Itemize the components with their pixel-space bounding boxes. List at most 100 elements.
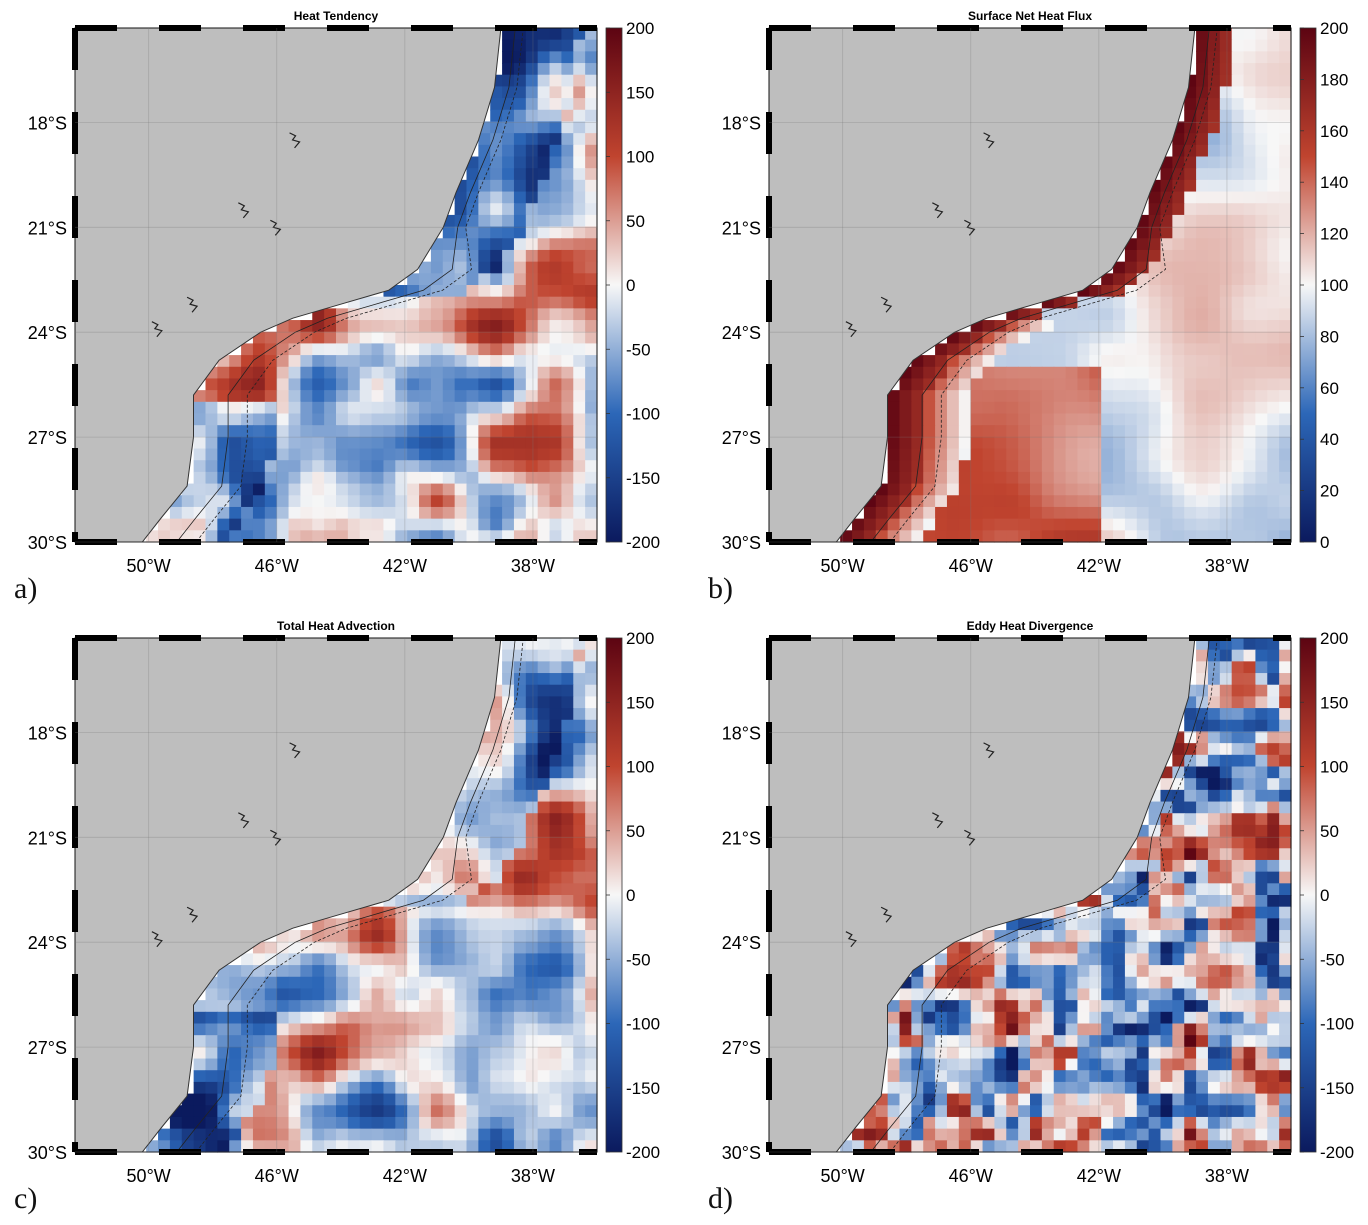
field-cell bbox=[537, 355, 551, 368]
field-cell bbox=[911, 1023, 924, 1036]
field-cell bbox=[359, 1081, 373, 1095]
field-cell bbox=[478, 320, 491, 333]
field-cell bbox=[383, 941, 396, 955]
field-cell bbox=[395, 930, 408, 943]
field-cell bbox=[1207, 436, 1221, 450]
field-cell bbox=[466, 471, 479, 485]
field-cell bbox=[1124, 941, 1138, 955]
field-cell bbox=[312, 976, 325, 990]
field-cell bbox=[1041, 930, 1055, 943]
field-cell bbox=[466, 836, 479, 849]
field-cell bbox=[935, 355, 948, 368]
field-cell bbox=[970, 1000, 984, 1013]
field-cell bbox=[1196, 343, 1209, 356]
field-cell bbox=[466, 214, 479, 228]
field-cell bbox=[958, 460, 972, 473]
field-cell bbox=[585, 895, 598, 908]
field-cell bbox=[1231, 965, 1245, 978]
field-cell bbox=[1041, 460, 1055, 473]
field-cell bbox=[407, 941, 420, 955]
field-cell bbox=[1207, 673, 1221, 686]
frame-tick bbox=[72, 806, 78, 848]
field-cell bbox=[1136, 261, 1150, 274]
field-cell bbox=[1207, 661, 1221, 674]
field-cell bbox=[1172, 518, 1185, 531]
field-cell bbox=[312, 355, 325, 368]
field-cell bbox=[300, 1140, 313, 1153]
field-cell bbox=[1030, 460, 1043, 473]
field-cell bbox=[1148, 801, 1162, 814]
field-cell bbox=[430, 436, 444, 450]
field-cell bbox=[1077, 436, 1090, 450]
field-cell bbox=[561, 871, 574, 884]
field-cell bbox=[549, 1081, 563, 1095]
field-cell bbox=[1243, 530, 1257, 543]
colorbar-tick-label: 60 bbox=[1320, 379, 1339, 398]
field-cell bbox=[1243, 390, 1257, 403]
field-cell bbox=[1006, 1058, 1019, 1071]
field-cell bbox=[1124, 1116, 1138, 1130]
field-cell bbox=[395, 1070, 408, 1083]
field-cell bbox=[525, 191, 539, 204]
field-cell bbox=[324, 1023, 337, 1036]
field-cell bbox=[1196, 109, 1209, 123]
field-cell bbox=[1231, 789, 1245, 803]
field-cell bbox=[1207, 133, 1221, 146]
field-cell bbox=[1065, 460, 1079, 473]
field-cell bbox=[478, 743, 491, 756]
field-cell bbox=[442, 941, 456, 955]
field-cell bbox=[395, 331, 408, 345]
field-cell bbox=[1196, 296, 1209, 309]
field-cell bbox=[1219, 824, 1233, 838]
field-cell bbox=[241, 1070, 254, 1083]
field-cell bbox=[1207, 74, 1221, 88]
field-cell bbox=[407, 1023, 420, 1036]
field-cell bbox=[537, 343, 551, 356]
field-cell bbox=[1077, 906, 1090, 919]
field-cell bbox=[911, 483, 924, 496]
field-cell bbox=[1255, 378, 1268, 391]
field-cell bbox=[1267, 401, 1280, 415]
field-cell bbox=[1243, 273, 1257, 286]
field-cell bbox=[1255, 1140, 1268, 1153]
field-cell bbox=[359, 1128, 373, 1141]
field-cell bbox=[935, 1058, 948, 1071]
field-cell bbox=[1207, 848, 1221, 861]
field-cell bbox=[371, 448, 385, 461]
field-cell bbox=[1243, 28, 1257, 41]
field-cell bbox=[347, 471, 361, 485]
field-cell bbox=[158, 518, 171, 531]
field-cell bbox=[1018, 366, 1031, 380]
field-cell bbox=[1018, 953, 1031, 966]
field-cell bbox=[502, 156, 515, 169]
field-cell bbox=[537, 801, 551, 814]
frame-tick bbox=[243, 25, 285, 31]
field-cell bbox=[585, 425, 598, 438]
field-cell bbox=[585, 249, 598, 263]
field-cell bbox=[1018, 1116, 1031, 1130]
field-cell bbox=[1148, 238, 1162, 251]
field-cell bbox=[1184, 1035, 1197, 1048]
field-cell bbox=[1196, 238, 1209, 251]
field-cell bbox=[300, 425, 313, 438]
field-cell bbox=[1160, 930, 1173, 943]
field-cell bbox=[241, 471, 254, 485]
field-cell bbox=[513, 355, 527, 368]
field-cell bbox=[1172, 390, 1185, 403]
field-cell bbox=[1219, 789, 1233, 803]
field-cell bbox=[1243, 731, 1257, 744]
field-cell bbox=[525, 378, 539, 391]
field-cell bbox=[347, 1000, 361, 1013]
field-cell bbox=[1089, 1081, 1102, 1095]
field-cell bbox=[1089, 1023, 1102, 1036]
field-cell bbox=[1148, 249, 1162, 263]
field-cell bbox=[1279, 285, 1292, 298]
field-cell bbox=[502, 1023, 515, 1036]
field-cell bbox=[958, 1011, 972, 1025]
field-cell bbox=[478, 988, 491, 1001]
field-cell bbox=[1160, 1140, 1173, 1153]
field-cell bbox=[383, 930, 396, 943]
field-cell bbox=[1006, 1116, 1019, 1130]
field-cell bbox=[336, 918, 349, 931]
field-cell bbox=[561, 518, 574, 531]
